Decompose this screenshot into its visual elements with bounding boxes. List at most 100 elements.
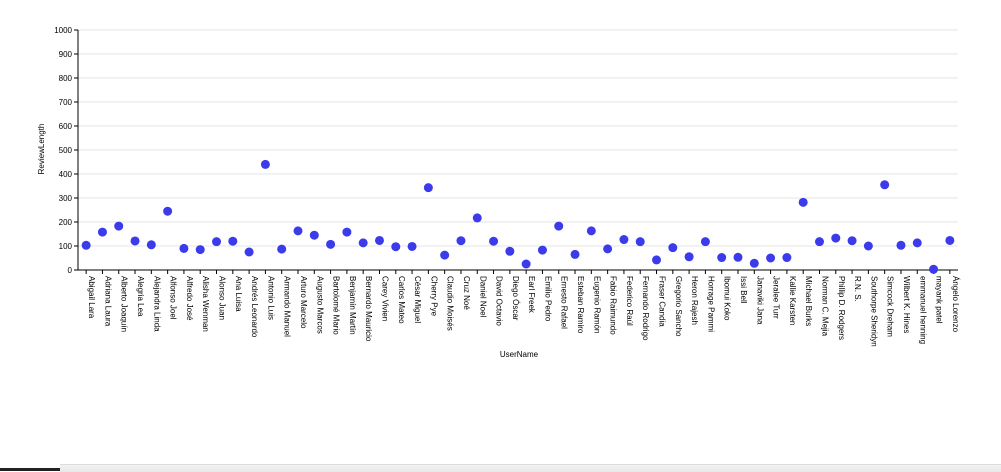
data-point[interactable]	[847, 236, 857, 246]
data-point[interactable]	[146, 240, 156, 250]
x-tick-label: Abigail Lara	[87, 276, 96, 319]
data-point[interactable]	[423, 183, 433, 193]
data-point[interactable]	[652, 255, 662, 265]
data-point[interactable]	[163, 206, 173, 216]
data-point[interactable]	[814, 237, 824, 247]
data-point[interactable]	[586, 226, 596, 236]
y-tick-label: 800	[59, 74, 73, 83]
x-tick-label: Ernesto Rafael	[560, 276, 569, 329]
x-tick-label: David Octavio	[495, 276, 504, 326]
x-tick-label: Alfonso Joel	[169, 276, 178, 320]
x-tick-label: Andrés Leonardo	[250, 276, 259, 338]
data-point[interactable]	[521, 259, 531, 269]
x-axis: Abigail Lara Adriana Laura Alberto Joaquín…	[78, 269, 960, 347]
horizontal-scrollbar[interactable]	[60, 464, 1001, 472]
x-tick-label: Federico Raúl	[625, 276, 634, 326]
data-point[interactable]	[700, 237, 710, 247]
x-tick-label: Fabio Raimundo	[609, 276, 618, 335]
data-point[interactable]	[489, 236, 499, 246]
x-tick-label: Alfredo José	[185, 276, 194, 321]
x-tick-label: Heron Rajesh	[690, 276, 699, 325]
y-tick-label: 400	[59, 170, 73, 179]
data-point[interactable]	[456, 236, 466, 246]
x-tick-label: Augusto Marcos	[315, 276, 324, 334]
data-point[interactable]	[244, 247, 254, 257]
data-point[interactable]	[798, 197, 808, 207]
x-tick-label: Earl Freek	[527, 276, 536, 314]
data-point[interactable]	[358, 238, 368, 248]
data-point[interactable]	[668, 243, 678, 253]
data-point[interactable]	[863, 241, 873, 251]
data-point[interactable]	[374, 235, 384, 245]
x-tick-label: Bernardo Mauricio	[364, 276, 373, 342]
data-point[interactable]	[684, 252, 694, 262]
data-point[interactable]	[896, 240, 906, 250]
data-point[interactable]	[505, 246, 515, 256]
x-tick-label: Fernando Rodrigo	[641, 276, 650, 341]
data-point[interactable]	[212, 237, 222, 247]
data-point[interactable]	[407, 241, 417, 251]
x-tick-label: Alegria Lea	[136, 276, 145, 317]
x-tick-label: Ana Luisa	[234, 276, 243, 312]
data-point[interactable]	[195, 245, 205, 255]
data-point[interactable]	[554, 221, 564, 231]
data-point[interactable]	[537, 245, 547, 255]
x-tick-label: Cruz Noé	[462, 276, 471, 310]
x-tick-label: Diego Óscar	[511, 276, 520, 321]
x-tick-label: Adriana Laura	[103, 276, 112, 327]
data-point[interactable]	[260, 159, 270, 169]
x-tick-label: emmanuel henning	[918, 276, 927, 344]
x-tick-label: Fraser Candia	[658, 276, 667, 327]
data-point[interactable]	[342, 227, 352, 237]
x-tick-label: Benjamín Martín	[348, 276, 357, 335]
x-tick-label: Esteban Ramiro	[576, 276, 585, 334]
data-point[interactable]	[97, 227, 107, 237]
x-tick-label: Norman C. Mejia	[820, 276, 829, 337]
y-axis-title: ReviewLength	[37, 124, 46, 175]
data-point[interactable]	[309, 230, 319, 240]
x-tick-label: Armando Manuel	[283, 276, 292, 337]
y-tick-label: 0	[68, 266, 73, 275]
data-point[interactable]	[912, 238, 922, 248]
data-point[interactable]	[880, 180, 890, 190]
data-point[interactable]	[733, 252, 743, 262]
data-point[interactable]	[570, 249, 580, 259]
x-tick-label: Antonio Luis	[266, 276, 275, 320]
x-tick-label: Phillip D. Rodgers	[837, 276, 846, 340]
y-tick-label: 700	[59, 98, 73, 107]
data-point[interactable]	[929, 264, 939, 274]
x-tick-label: Issi Bell	[739, 276, 748, 304]
x-tick-label: Alejandra Linda	[152, 276, 161, 332]
data-point[interactable]	[293, 226, 303, 236]
x-tick-label: Daniel Noel	[478, 276, 487, 318]
grid-lines	[78, 29, 958, 247]
data-point[interactable]	[717, 253, 727, 263]
x-tick-label: Horrage Pammi	[706, 276, 715, 332]
data-point[interactable]	[831, 233, 841, 243]
data-point[interactable]	[766, 253, 776, 263]
data-point[interactable]	[277, 244, 287, 254]
data-point[interactable]	[114, 221, 124, 231]
data-point[interactable]	[391, 242, 401, 252]
x-tick-label: Carlos Mateo	[397, 276, 406, 324]
data-point[interactable]	[326, 239, 336, 249]
data-point[interactable]	[228, 236, 238, 246]
x-tick-label: Bartolomé Mario	[332, 276, 341, 335]
y-tick-label: 100	[59, 242, 73, 251]
y-tick-label: 300	[59, 194, 73, 203]
data-point[interactable]	[945, 235, 955, 245]
data-point[interactable]	[130, 236, 140, 246]
x-tick-label: Carey Vivien	[380, 276, 389, 321]
data-point[interactable]	[472, 213, 482, 223]
x-tick-label: Ángelo Lorenzo	[951, 276, 960, 333]
data-point[interactable]	[603, 244, 613, 254]
data-point[interactable]	[619, 235, 629, 245]
data-point[interactable]	[179, 243, 189, 253]
data-point[interactable]	[782, 253, 792, 263]
data-point[interactable]	[81, 240, 91, 250]
data-point[interactable]	[440, 250, 450, 260]
x-tick-label: Simcock Dreham	[886, 276, 895, 337]
x-tick-label: Claudio Moisés	[446, 276, 455, 331]
data-point[interactable]	[749, 258, 759, 268]
data-point[interactable]	[635, 237, 645, 247]
